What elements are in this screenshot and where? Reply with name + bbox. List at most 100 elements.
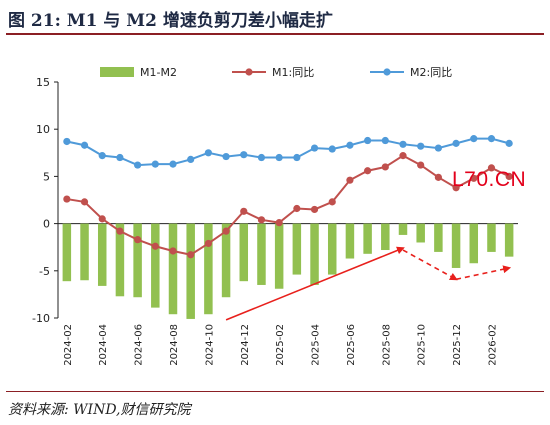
- data-point: [116, 227, 124, 235]
- data-point: [293, 153, 301, 162]
- data-point: [364, 136, 372, 145]
- data-point: [434, 144, 442, 152]
- data-point: [505, 139, 513, 147]
- legend-marker: [245, 68, 253, 76]
- title-rule: [6, 33, 544, 35]
- bar-series: [62, 223, 514, 319]
- data-point: [151, 160, 159, 168]
- y-tick-label: -10: [32, 312, 50, 325]
- legend-label: M1-M2: [140, 66, 177, 79]
- data-point: [293, 204, 301, 213]
- data-point: [134, 161, 142, 169]
- data-point: [328, 145, 336, 153]
- chart: -10 -5 0 5 10 15 2024-02 2024-04 2024-06 2024-08 2…: [32, 66, 518, 366]
- trend-arrow: [225, 246, 405, 321]
- bar: [151, 223, 160, 308]
- y-tick-label: 10: [36, 123, 50, 136]
- x-tick-label: 2025-06: [346, 324, 357, 366]
- data-point: [417, 161, 425, 169]
- source-note: 资料来源: WIND,财信研究院: [8, 402, 191, 418]
- bar: [469, 223, 479, 264]
- data-point: [399, 152, 407, 160]
- series-line: [66, 154, 510, 256]
- data-point: [328, 198, 336, 206]
- x-tick-label: 2025-04: [311, 324, 322, 366]
- y-tick-label: 5: [43, 170, 50, 183]
- x-tick-label: 2024-10: [204, 324, 215, 366]
- bar: [62, 223, 72, 282]
- bar: [381, 223, 390, 251]
- data-point: [116, 153, 124, 162]
- bar: [292, 223, 302, 275]
- bar: [345, 223, 355, 259]
- line-series: [63, 135, 513, 259]
- data-point: [487, 164, 496, 172]
- data-point: [275, 153, 283, 162]
- watermark-text: L70.CN: [452, 168, 527, 191]
- data-point: [222, 152, 230, 161]
- bar: [115, 223, 125, 297]
- data-point: [310, 205, 319, 214]
- data-point: [80, 141, 89, 149]
- data-point: [80, 198, 89, 206]
- y-tick-label: 15: [36, 76, 50, 89]
- annotations: [225, 246, 512, 321]
- data-point: [222, 227, 230, 235]
- data-point: [98, 215, 106, 223]
- x-tick-label: 2025-12: [452, 324, 463, 366]
- x-tick-label: 2026-02: [487, 324, 498, 366]
- x-tick-label: 2024-02: [63, 324, 74, 366]
- bar: [239, 223, 249, 282]
- bar: [204, 223, 213, 315]
- trend-arrow: [455, 265, 512, 281]
- data-point: [240, 207, 248, 215]
- x-tick-label: 2024-06: [134, 324, 145, 366]
- bar: [451, 223, 461, 268]
- figure-title: 图 21: M1 与 M2 增速负剪刀差小幅走扩: [8, 11, 333, 31]
- data-point: [505, 172, 513, 180]
- x-tick-label: 2024-04: [98, 324, 109, 366]
- data-point: [187, 155, 195, 164]
- data-point: [381, 163, 389, 171]
- bar: [221, 223, 231, 298]
- bar: [434, 223, 443, 252]
- data-point: [204, 149, 212, 157]
- source-rule: [6, 391, 544, 392]
- data-point: [98, 152, 106, 160]
- data-point: [151, 242, 159, 250]
- x-tick-label: 2025-10: [417, 324, 428, 366]
- bar: [133, 223, 142, 298]
- x-tick-label: 2025-02: [275, 324, 286, 366]
- trend-arrow: [402, 249, 458, 281]
- data-point: [381, 136, 389, 145]
- data-point: [169, 160, 177, 168]
- y-tick-label: -5: [39, 265, 50, 278]
- data-point: [452, 184, 460, 192]
- data-point: [364, 167, 372, 175]
- legend-label: M1:同比: [272, 66, 314, 79]
- bar: [363, 223, 372, 254]
- bar: [257, 223, 266, 285]
- bar: [274, 223, 284, 289]
- data-point: [63, 137, 71, 146]
- bar: [504, 223, 514, 257]
- data-point: [470, 174, 478, 182]
- bar: [97, 223, 107, 286]
- data-point: [134, 236, 142, 244]
- bar: [487, 223, 496, 252]
- bar: [168, 223, 178, 315]
- bar: [186, 223, 195, 319]
- data-point: [346, 141, 354, 149]
- data-point: [63, 195, 71, 203]
- data-point: [257, 216, 266, 224]
- bar: [327, 223, 337, 275]
- data-point: [487, 135, 496, 143]
- data-point: [310, 144, 319, 152]
- data-point: [417, 142, 425, 150]
- data-point: [240, 151, 248, 159]
- x-tick-label: 2024-08: [169, 324, 180, 366]
- legend-marker: [383, 68, 391, 76]
- legend: M1-M2 M1:同比 M2:同比: [100, 66, 452, 79]
- bar: [398, 223, 408, 235]
- legend-label: M2:同比: [410, 66, 452, 79]
